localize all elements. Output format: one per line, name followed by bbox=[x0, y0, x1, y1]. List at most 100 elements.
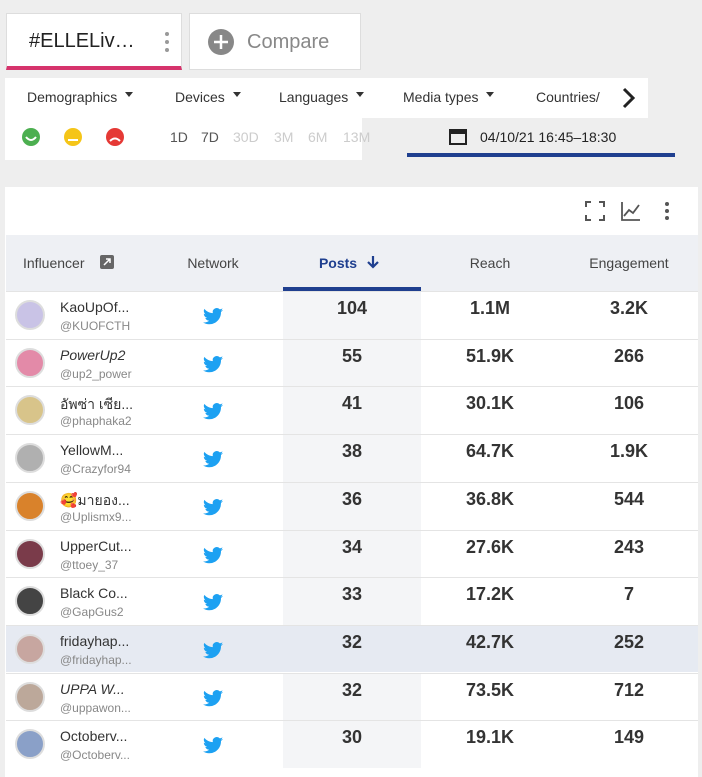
influencer-handle: @ttoey_37 bbox=[60, 557, 119, 572]
table-toolbar[interactable] bbox=[584, 200, 684, 222]
influencer-name: fridayhap... bbox=[60, 632, 130, 649]
posts-cell-bg bbox=[283, 435, 421, 483]
engagement-value: 149 bbox=[613, 727, 645, 748]
posts-cell-bg bbox=[283, 292, 421, 339]
posts-value: 32 bbox=[341, 631, 363, 652]
posts-value: 41 bbox=[341, 393, 363, 414]
posts-value: 34 bbox=[341, 536, 363, 557]
posts-value: 104 bbox=[336, 298, 368, 318]
filter[interactable]: Devices bbox=[175, 89, 241, 105]
engagement-value: 3.2K bbox=[609, 298, 649, 318]
table-row[interactable]: PowerUp2 @up2_power 55 51.9K 266 bbox=[6, 338, 698, 387]
table-row[interactable]: Black Co... @GapGus2 33 17.2K 7 bbox=[6, 577, 698, 626]
posts-cell-bg bbox=[283, 530, 421, 578]
reach-value: 1.1M bbox=[469, 298, 511, 318]
column-header[interactable]: Influencer bbox=[23, 255, 85, 271]
date-range[interactable]: 04/10/21 16:45–18:30 bbox=[480, 129, 617, 145]
filter[interactable]: Languages bbox=[279, 89, 364, 105]
twitter-icon bbox=[202, 451, 224, 468]
posts-cell-bg bbox=[283, 578, 421, 626]
period[interactable]: 7D bbox=[201, 129, 219, 145]
period[interactable]: 3M bbox=[274, 129, 294, 145]
compare-label: Compare bbox=[247, 31, 330, 53]
influencer-name: อัพซ่า เซีย... bbox=[60, 396, 134, 413]
posts-value: 36 bbox=[341, 488, 363, 509]
tab-menu[interactable] bbox=[163, 30, 171, 54]
posts-value: 30 bbox=[341, 727, 363, 748]
twitter-icon bbox=[202, 355, 224, 372]
column-header[interactable]: Posts bbox=[318, 255, 358, 271]
twitter-icon bbox=[202, 641, 224, 659]
influencer-handle: @fridayhap... bbox=[60, 652, 132, 667]
table-row[interactable]: UPPA W... @uppawon... 32 73.5K 712 bbox=[6, 672, 698, 721]
reach-value: 64.7K bbox=[465, 441, 515, 462]
table-row[interactable]: UpperCut... @ttoey_37 34 27.6K 243 bbox=[6, 529, 698, 578]
influencer-handle: @KUOFCTH bbox=[60, 319, 131, 333]
filter[interactable]: Demographics bbox=[27, 89, 133, 105]
table-row[interactable]: fridayhap... @fridayhap... 32 42.7K 252 bbox=[6, 624, 698, 672]
influencer-name: UpperCut... bbox=[60, 537, 132, 554]
reach-value: 27.6K bbox=[465, 536, 515, 557]
filter[interactable]: Countries/ bbox=[536, 89, 606, 105]
period[interactable]: 6M bbox=[308, 129, 328, 145]
influencer-name: UPPA W... bbox=[60, 680, 125, 697]
sort-underline bbox=[283, 287, 421, 291]
sort-arrow bbox=[367, 256, 379, 269]
filter[interactable]: Media types bbox=[403, 89, 494, 105]
engagement-value: 1.9K bbox=[609, 441, 649, 462]
avatar bbox=[15, 395, 45, 426]
reach-value: 30.1K bbox=[465, 393, 515, 414]
influencer-name: PowerUp2 bbox=[60, 346, 126, 363]
period[interactable]: 13M bbox=[343, 129, 371, 145]
table-row[interactable]: Octoberv... @Octoberv... 30 19.1K 149 bbox=[6, 720, 698, 769]
scroll-right[interactable] bbox=[610, 78, 648, 118]
period[interactable]: 1D bbox=[170, 129, 188, 145]
query-tab[interactable]: #ELLELiv… bbox=[6, 13, 182, 70]
period[interactable]: 30D bbox=[233, 129, 259, 145]
influencer-name: Black Co... bbox=[60, 585, 128, 602]
column-header[interactable]: Engagement bbox=[589, 255, 669, 271]
posts-cell-bg bbox=[283, 387, 421, 435]
twitter-icon bbox=[202, 546, 224, 563]
table-row[interactable]: KaoUpOf... @KUOFCTH 104 1.1M 3.2K bbox=[6, 291, 698, 339]
influencer-handle: @Crazyfor94 bbox=[60, 462, 131, 477]
influencer-handle: @GapGus2 bbox=[60, 605, 124, 620]
compare-tab[interactable]: Compare bbox=[189, 13, 361, 70]
column-header[interactable]: Network bbox=[187, 255, 239, 271]
engagement-value: 266 bbox=[613, 345, 645, 366]
twitter-icon bbox=[202, 737, 224, 754]
influencer-handle: @Octoberv... bbox=[60, 748, 130, 763]
export-icon[interactable] bbox=[100, 255, 114, 269]
table-row[interactable]: YellowM... @Crazyfor94 38 64.7K 1.9K bbox=[6, 434, 698, 483]
avatar bbox=[15, 538, 45, 569]
avatar bbox=[15, 633, 45, 664]
engagement-value: 106 bbox=[613, 393, 645, 414]
calendar-icon bbox=[449, 129, 467, 145]
avatar bbox=[15, 300, 45, 330]
reach-value: 73.5K bbox=[465, 679, 515, 700]
date-underline bbox=[407, 153, 675, 157]
engagement-value: 544 bbox=[613, 488, 645, 509]
column-header[interactable]: Reach bbox=[469, 255, 511, 271]
influencer-handle: @uppawon... bbox=[60, 700, 131, 715]
query-tab-label: #ELLELiv… bbox=[29, 30, 135, 52]
posts-cell-bg bbox=[283, 339, 421, 387]
avatar bbox=[15, 586, 45, 617]
table-row[interactable]: 🥰มายอง... @Uplismx9... 36 36.8K 544 bbox=[6, 481, 698, 530]
posts-value: 38 bbox=[341, 441, 363, 462]
posts-cell-bg bbox=[283, 721, 421, 769]
posts-value: 32 bbox=[341, 679, 363, 700]
reach-value: 51.9K bbox=[465, 345, 515, 366]
table-header bbox=[6, 235, 698, 291]
influencer-handle: @up2_power bbox=[60, 366, 132, 381]
twitter-icon bbox=[202, 498, 224, 516]
posts-cell-bg bbox=[283, 482, 421, 530]
influencer-name: Octoberv... bbox=[60, 728, 128, 745]
influencer-handle: @phaphaka2 bbox=[60, 414, 132, 429]
reach-value: 19.1K bbox=[465, 727, 515, 748]
avatar bbox=[15, 443, 45, 474]
table-row[interactable]: อัพซ่า เซีย... @phaphaka2 41 30.1K 106 bbox=[6, 386, 698, 435]
avatar bbox=[15, 681, 45, 712]
sentiment-filters[interactable] bbox=[20, 126, 130, 148]
influencer-handle: @Uplismx9... bbox=[60, 509, 132, 524]
